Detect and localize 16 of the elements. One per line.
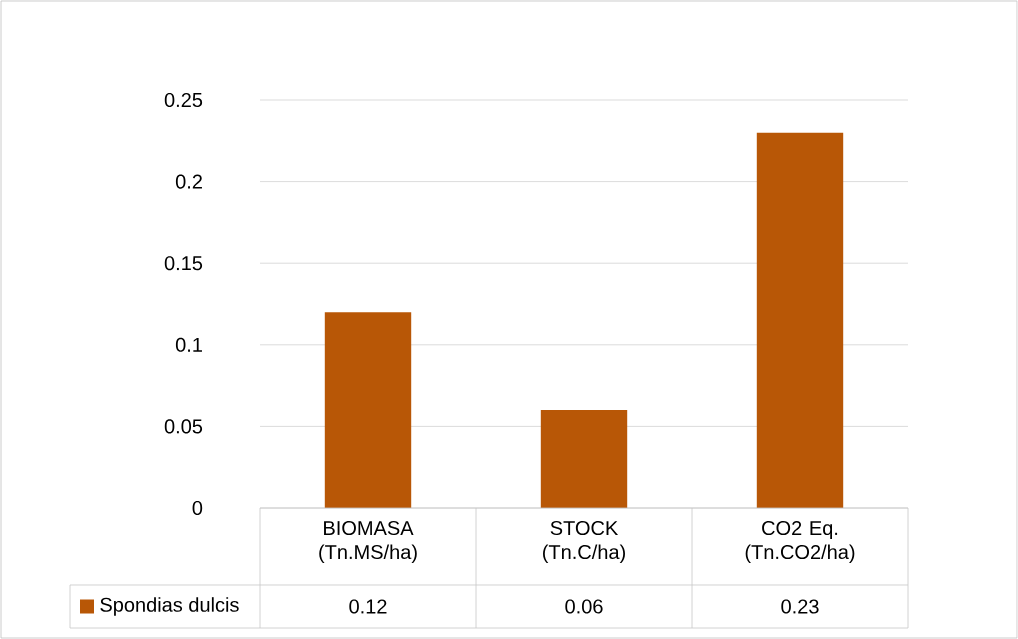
- y-tick-label: 0.05: [164, 419, 203, 434]
- data-label: 0.23: [781, 599, 819, 614]
- y-tick-label: 0.1: [175, 337, 202, 352]
- bar: [756, 132, 844, 508]
- legend-label: Spondias dulcis: [100, 597, 239, 616]
- y-tick-label: 0.2: [175, 174, 202, 189]
- y-tick-label: 0.25: [164, 92, 203, 108]
- y-tick-label: 0: [192, 500, 203, 516]
- bar: [324, 312, 412, 508]
- x-tick-label: STOCK (Tn.C/ha): [543, 520, 625, 564]
- bar: [540, 410, 628, 508]
- data-label: 0.06: [565, 599, 603, 614]
- x-tick-label: BIOMASA (Tn.MS/ha): [319, 520, 417, 564]
- x-tick-label: CO2 Eq. (Tn.CO2/ha): [745, 520, 855, 564]
- y-tick-label: 0.15: [164, 256, 203, 271]
- data-label: 0.12: [349, 599, 387, 614]
